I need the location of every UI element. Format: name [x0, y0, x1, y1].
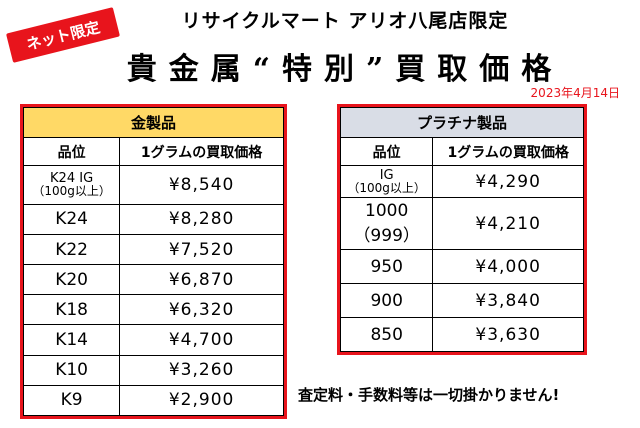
table-row: K18 ¥6,320: [22, 294, 284, 326]
grade-cell: K14: [22, 324, 121, 356]
table-row: K14 ¥4,700: [22, 324, 284, 356]
price-cell: ¥2,900: [119, 384, 284, 417]
table-row: IG （100g以上） ¥4,290: [339, 165, 584, 198]
page-title: 貴金属“特別”買取価格: [126, 52, 564, 87]
price-cell: ¥4,290: [432, 165, 584, 198]
table-row: 900 ¥3,840: [339, 283, 584, 318]
platinum-grade-header: 品位: [339, 137, 434, 166]
table-row: K10 ¥3,260: [22, 354, 284, 386]
gold-price-table: 金製品 品位 1グラムの買取価格 K24 IG （100g以上） ¥8,540 K…: [20, 104, 287, 419]
table-row: K9 ¥2,900: [22, 384, 284, 417]
table-row: 850 ¥3,630: [339, 317, 584, 352]
price-cell: ¥3,840: [432, 283, 584, 318]
price-cell: ¥8,540: [119, 165, 284, 205]
platinum-price-header: 1グラムの買取価格: [432, 137, 584, 166]
price-cell: ¥4,210: [432, 197, 584, 250]
grade-cell: K24 IG （100g以上）: [22, 165, 121, 205]
gold-table-caption: 金製品: [23, 107, 284, 138]
table-row: 950 ¥4,000: [339, 249, 584, 284]
store-title: リサイクルマート アリオ八尾店限定: [181, 10, 509, 32]
grade-cell: 850: [339, 317, 434, 352]
grade-cell: K18: [22, 294, 121, 326]
gold-grade-header: 品位: [22, 137, 121, 166]
grade-cell: 1000 （999）: [339, 197, 434, 250]
price-cell: ¥8,280: [119, 203, 284, 235]
price-cell: ¥3,260: [119, 354, 284, 386]
price-cell: ¥7,520: [119, 233, 284, 266]
grade-sub-label: （999）: [353, 226, 420, 246]
platinum-price-table: プラチナ製品 品位 1グラムの買取価格 IG （100g以上） ¥4,290 10…: [337, 104, 587, 355]
grade-cell: 900: [339, 283, 434, 318]
table-row: 1000 （999） ¥4,210: [339, 197, 584, 250]
grade-label: K24 IG: [50, 170, 94, 186]
price-cell: ¥6,320: [119, 294, 284, 326]
grade-cell: K24: [22, 203, 121, 235]
price-cell: ¥6,870: [119, 264, 284, 296]
table-row: K24 IG （100g以上） ¥8,540: [22, 165, 284, 205]
gold-price-header: 1グラムの買取価格: [119, 137, 284, 166]
footer-note: 査定料・手数料等は一切掛かりません!: [298, 386, 560, 404]
grade-cell: K9: [22, 384, 121, 417]
platinum-table-caption: プラチナ製品: [340, 107, 584, 138]
price-cell: ¥4,700: [119, 324, 284, 356]
net-limited-badge: ネット限定: [6, 7, 120, 63]
table-row: K24 ¥8,280: [22, 203, 284, 235]
price-cell: ¥4,000: [432, 249, 584, 284]
grade-label: IG: [379, 167, 394, 183]
table-row: K20 ¥6,870: [22, 264, 284, 296]
price-date: 2023年4月14日: [530, 86, 620, 100]
grade-label: 1000: [365, 201, 409, 221]
grade-cell: K22: [22, 233, 121, 266]
grade-sub-label: （100g以上）: [32, 183, 111, 198]
grade-cell: K10: [22, 354, 121, 386]
grade-cell: 950: [339, 249, 434, 284]
grade-sub-label: （100g以上）: [347, 180, 426, 195]
table-row: K22 ¥7,520: [22, 233, 284, 266]
grade-cell: IG （100g以上）: [339, 165, 434, 198]
price-cell: ¥3,630: [432, 317, 584, 352]
grade-cell: K20: [22, 264, 121, 296]
